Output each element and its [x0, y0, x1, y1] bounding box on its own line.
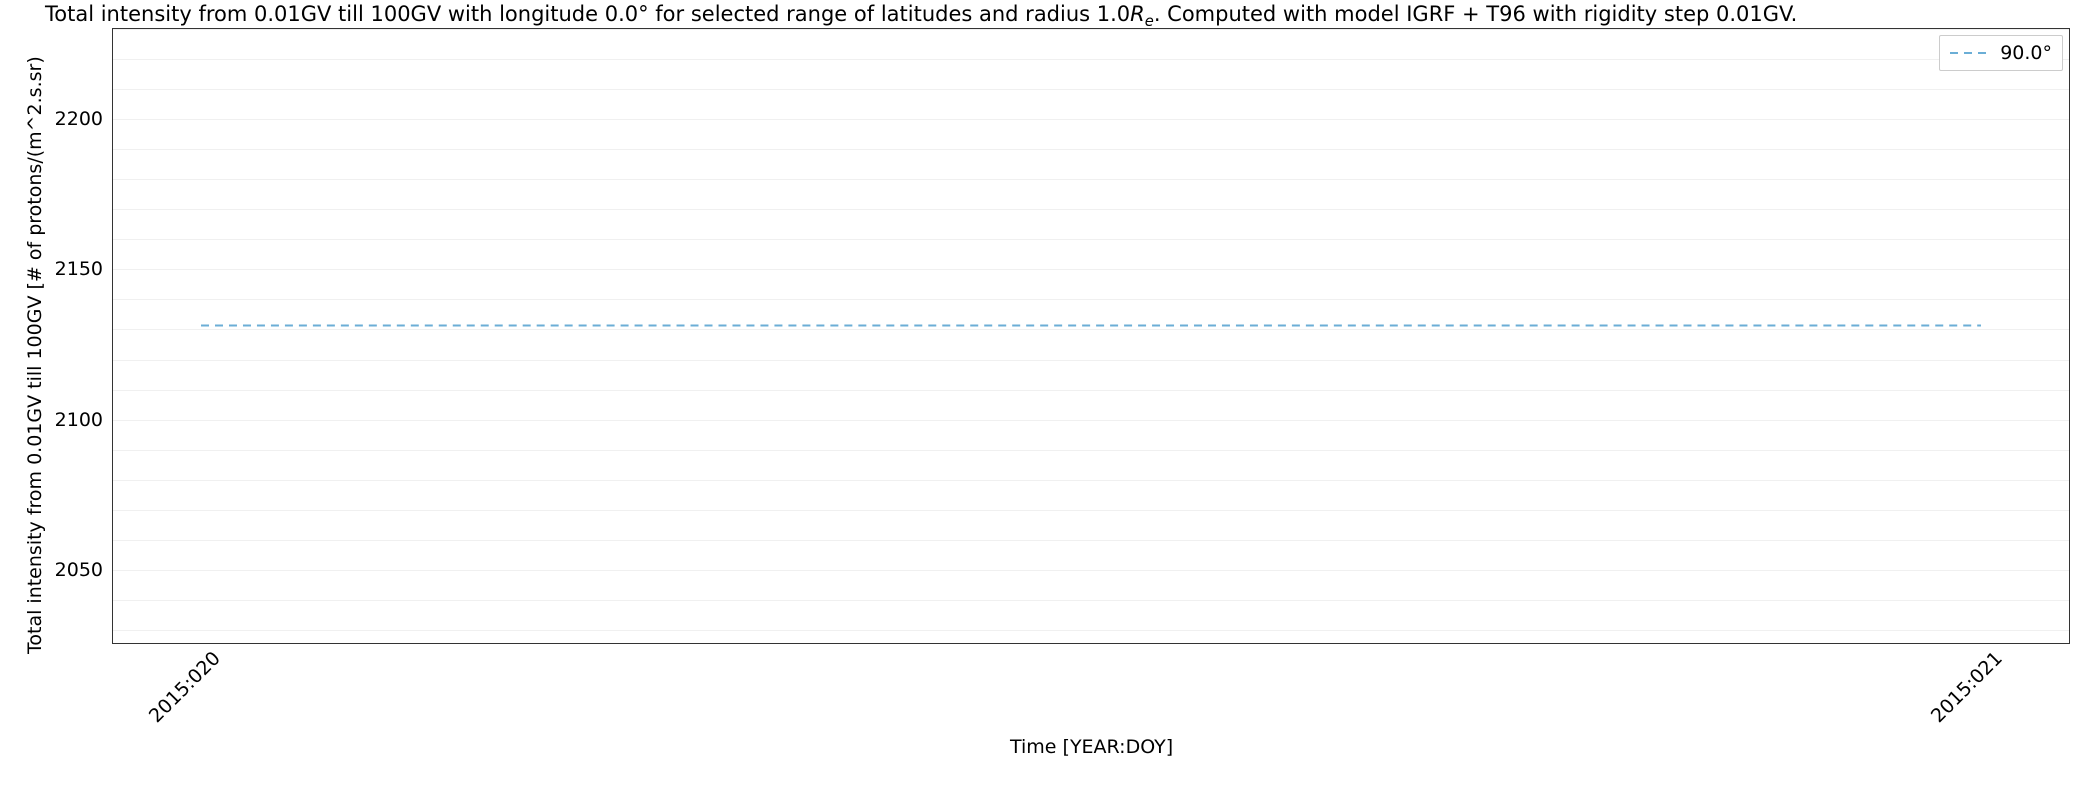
ytick-label: 2150 — [55, 258, 113, 280]
y-axis-label: Total intensity from 0.01GV till 100GV [… — [24, 56, 46, 654]
legend-swatch-0 — [1950, 52, 1990, 54]
plot-area: 90.0° 20502100215022002015:0202015:021 — [112, 28, 2070, 644]
legend-item-0: 90.0° — [1950, 42, 2052, 64]
series-layer — [113, 29, 2069, 643]
title-part-1: Total intensity from 0.01GV till 100GV w… — [45, 2, 1130, 26]
figure: Total intensity from 0.01GV till 100GV w… — [0, 0, 2100, 785]
x-axis-label: Time [YEAR:DOY] — [1010, 736, 1173, 758]
legend: 90.0° — [1939, 35, 2063, 71]
title-part-2: . Computed with model IGRF + T96 with ri… — [1154, 2, 1798, 26]
legend-label-0: 90.0° — [2000, 42, 2052, 64]
title-re-R: R — [1130, 2, 1145, 26]
ytick-label: 2200 — [55, 108, 113, 130]
ytick-label: 2100 — [55, 409, 113, 431]
xtick-label: 2015:021 — [1923, 643, 2007, 727]
ytick-label: 2050 — [55, 559, 113, 581]
chart-title: Total intensity from 0.01GV till 100GV w… — [45, 2, 1797, 30]
xtick-label: 2015:020 — [141, 643, 225, 727]
